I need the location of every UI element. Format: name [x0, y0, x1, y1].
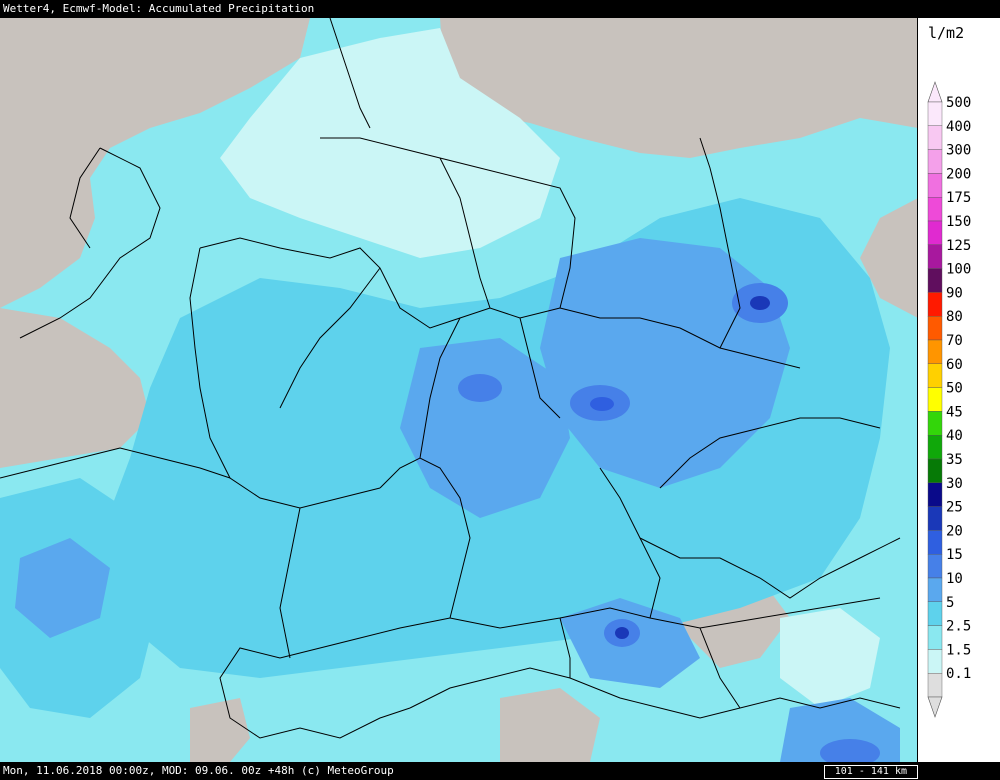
border-lines	[0, 18, 901, 739]
legend-label: 20	[946, 523, 963, 539]
legend-swatch	[927, 101, 943, 126]
title-bar: Wetter4, Ecmwf-Model: Accumulated Precip…	[0, 0, 1000, 18]
dry-area-baltic	[440, 18, 917, 158]
legend-label: 0.1	[946, 666, 971, 682]
legend-unit: l/m2	[928, 24, 965, 42]
legend-label: 2.5	[946, 619, 971, 635]
legend-swatch	[927, 292, 943, 317]
status-bar: Mon, 11.06.2018 00:00z, MOD: 09.06. 00z …	[0, 762, 1000, 780]
legend-label: 500	[946, 95, 971, 111]
legend-label: 15	[946, 547, 963, 563]
precipitation-map[interactable]	[0, 18, 918, 762]
legend-swatch	[927, 458, 943, 483]
legend-swatch	[927, 268, 943, 293]
legend-swatch	[927, 530, 943, 555]
dry-area-north-sea	[0, 18, 310, 308]
legend-swatch	[927, 673, 943, 698]
legend-label: 150	[946, 214, 971, 230]
heavy-rain-southwest	[15, 538, 110, 638]
legend-swatch	[927, 649, 943, 674]
valid-time-info: Mon, 11.06.2018 00:00z, MOD: 09.06. 00z …	[3, 764, 394, 777]
light-rain-north	[220, 28, 560, 258]
legend-label: 100	[946, 262, 971, 278]
legend-label: 175	[946, 190, 971, 206]
legend-label: 35	[946, 452, 963, 468]
legend-swatch	[927, 601, 943, 626]
legend-label: 1.5	[946, 642, 971, 658]
peak-cell-saxony	[590, 397, 614, 411]
legend-swatch	[927, 149, 943, 174]
dry-area-channel	[0, 308, 150, 468]
legend-swatch	[927, 554, 943, 579]
heavy-rain-east	[540, 238, 790, 488]
heavy-cell-thuringia	[458, 374, 502, 402]
legend-label: 50	[946, 381, 963, 397]
map-title: Wetter4, Ecmwf-Model: Accumulated Precip…	[3, 2, 315, 15]
legend-swatch	[927, 482, 943, 507]
legend-label: 70	[946, 333, 963, 349]
legend-arrow-bottom	[927, 696, 943, 718]
legend-swatch	[927, 316, 943, 341]
legend-swatch	[927, 435, 943, 460]
legend-swatch	[927, 244, 943, 269]
legend-swatch	[927, 196, 943, 222]
legend-swatch	[927, 577, 943, 602]
legend-label: 45	[946, 404, 963, 420]
legend-label: 80	[946, 309, 963, 325]
legend-label: 40	[946, 428, 963, 444]
legend: l/m2 500 400 300 200 175 150 125 100 90 80 70 60 50 4…	[918, 18, 1000, 762]
peak-cell-austria	[615, 627, 629, 639]
legend-swatch	[927, 125, 943, 150]
legend-label: 60	[946, 357, 963, 373]
legend-label: 25	[946, 500, 963, 516]
legend-swatch	[927, 506, 943, 531]
legend-swatch	[927, 363, 943, 388]
legend-swatch	[927, 339, 943, 364]
legend-label: 200	[946, 166, 971, 182]
legend-label: 30	[946, 476, 963, 492]
heavy-rain-center	[400, 338, 570, 518]
legend-swatch	[927, 411, 943, 436]
legend-label: 90	[946, 285, 963, 301]
peak-cell-poland	[750, 296, 770, 310]
heavy-cell-southeast	[820, 739, 880, 762]
legend-scale: 500 400 300 200 175 150 125 100 90 80 70 60 50 45 40 35…	[927, 81, 971, 718]
legend-arrow-top	[927, 81, 943, 103]
legend-label: 10	[946, 571, 963, 587]
legend-swatch	[927, 220, 943, 245]
legend-swatch	[927, 625, 943, 650]
legend-swatch	[927, 173, 943, 198]
legend-swatch	[927, 387, 943, 412]
dry-area-east	[860, 198, 917, 318]
distance-scale: 101 - 141 km	[823, 765, 918, 779]
dry-area-southwest	[190, 698, 250, 762]
dry-area-south	[500, 688, 600, 762]
legend-label: 125	[946, 238, 971, 254]
legend-label: 300	[946, 143, 971, 159]
legend-label: 5	[946, 595, 954, 611]
legend-label: 400	[946, 119, 971, 135]
light-rain-southeast	[780, 608, 880, 708]
